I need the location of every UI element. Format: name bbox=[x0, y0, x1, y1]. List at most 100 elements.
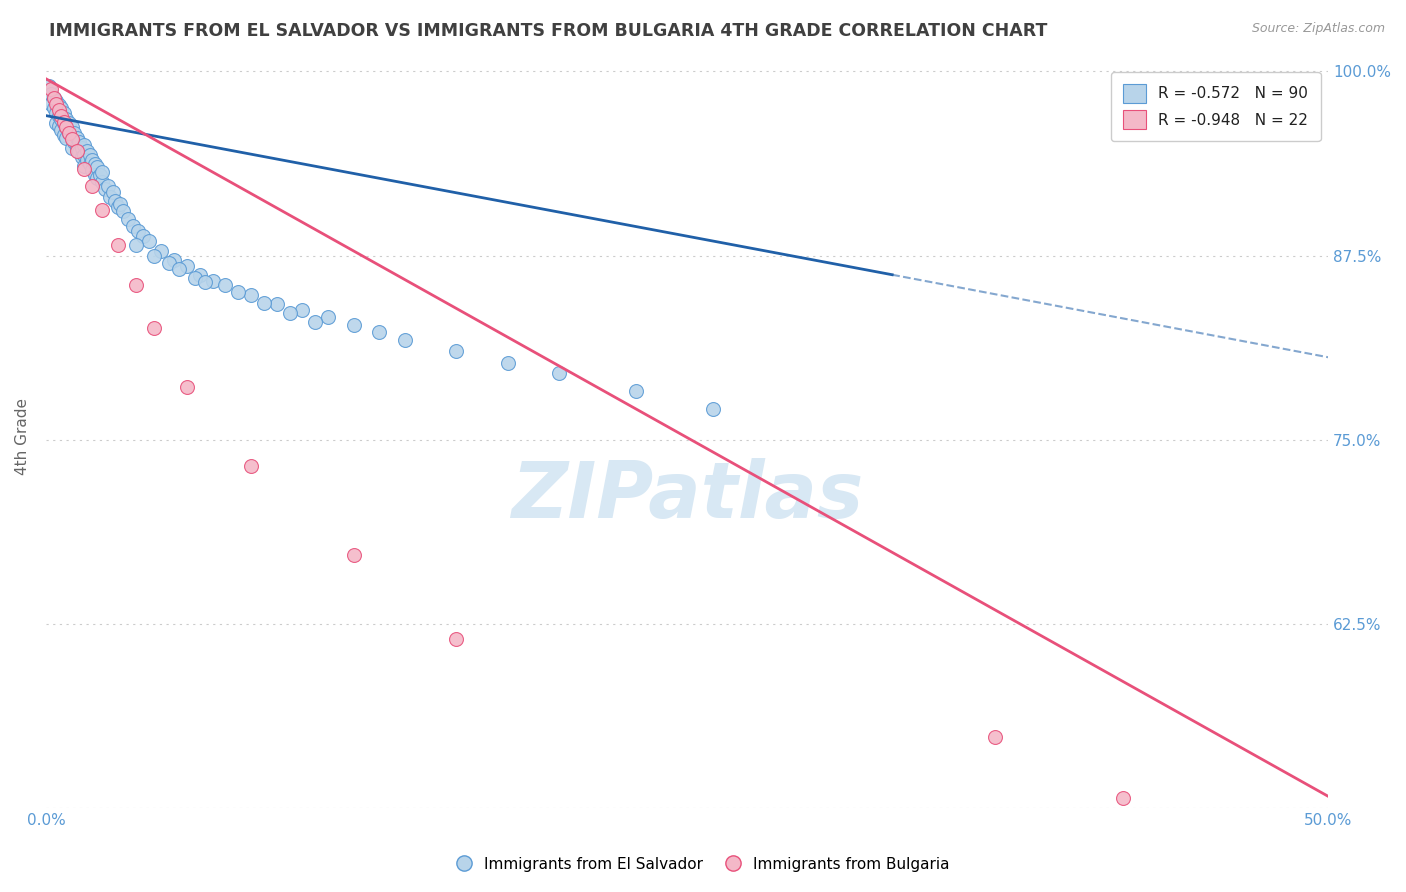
Legend: R = -0.572   N = 90, R = -0.948   N = 22: R = -0.572 N = 90, R = -0.948 N = 22 bbox=[1111, 71, 1320, 141]
Point bbox=[73, 138, 96, 153]
Point bbox=[547, 367, 569, 381]
Point bbox=[52, 116, 75, 130]
Point bbox=[66, 144, 89, 158]
Point bbox=[60, 120, 83, 135]
Point bbox=[253, 295, 276, 310]
Point bbox=[58, 126, 80, 140]
Point bbox=[66, 130, 89, 145]
Point bbox=[107, 238, 129, 252]
Point bbox=[125, 238, 148, 252]
Point bbox=[55, 130, 77, 145]
Point bbox=[117, 211, 139, 226]
Point bbox=[104, 194, 127, 208]
Point bbox=[48, 103, 70, 117]
Point bbox=[101, 186, 124, 200]
Point bbox=[55, 120, 77, 135]
Text: ZIPatlas: ZIPatlas bbox=[510, 458, 863, 533]
Point bbox=[291, 303, 314, 318]
Point bbox=[51, 112, 73, 126]
Point bbox=[169, 261, 191, 276]
Point bbox=[48, 109, 70, 123]
Point bbox=[39, 82, 62, 96]
Point bbox=[52, 105, 75, 120]
Point bbox=[201, 274, 224, 288]
Point bbox=[127, 223, 149, 237]
Point bbox=[91, 164, 114, 178]
Point bbox=[343, 318, 366, 332]
Point bbox=[111, 204, 134, 219]
Point bbox=[194, 275, 217, 289]
Point bbox=[98, 189, 121, 203]
Text: Source: ZipAtlas.com: Source: ZipAtlas.com bbox=[1251, 22, 1385, 36]
Point bbox=[86, 160, 108, 174]
Point bbox=[240, 288, 263, 302]
Point bbox=[132, 229, 155, 244]
Point bbox=[83, 157, 105, 171]
Point bbox=[73, 161, 96, 176]
Point bbox=[304, 315, 326, 329]
Point bbox=[278, 306, 301, 320]
Point bbox=[60, 141, 83, 155]
Point bbox=[82, 163, 104, 178]
Point bbox=[176, 259, 198, 273]
Point bbox=[55, 120, 77, 135]
Point bbox=[343, 548, 366, 562]
Point bbox=[39, 87, 62, 101]
Point bbox=[52, 114, 75, 128]
Point bbox=[70, 141, 93, 155]
Point bbox=[624, 384, 647, 398]
Point bbox=[42, 91, 65, 105]
Point bbox=[142, 320, 165, 334]
Point bbox=[58, 126, 80, 140]
Point bbox=[316, 310, 339, 325]
Point bbox=[82, 153, 104, 167]
Point bbox=[60, 130, 83, 145]
Point bbox=[91, 175, 114, 189]
Point bbox=[226, 285, 249, 300]
Point bbox=[45, 105, 67, 120]
Point bbox=[42, 101, 65, 115]
Point bbox=[51, 101, 73, 115]
Point bbox=[240, 459, 263, 474]
Point bbox=[496, 356, 519, 370]
Point bbox=[266, 297, 288, 311]
Point bbox=[984, 731, 1007, 745]
Point bbox=[55, 112, 77, 126]
Point bbox=[110, 197, 132, 211]
Point bbox=[52, 128, 75, 142]
Point bbox=[176, 380, 198, 394]
Point bbox=[702, 401, 724, 416]
Point bbox=[70, 150, 93, 164]
Point bbox=[183, 270, 205, 285]
Point bbox=[45, 116, 67, 130]
Point bbox=[76, 153, 98, 167]
Point bbox=[1112, 790, 1135, 805]
Point bbox=[51, 123, 73, 137]
Point bbox=[94, 182, 117, 196]
Point bbox=[188, 268, 211, 282]
Point bbox=[63, 126, 86, 140]
Point bbox=[142, 249, 165, 263]
Point bbox=[48, 98, 70, 112]
Y-axis label: 4th Grade: 4th Grade bbox=[15, 398, 30, 475]
Point bbox=[89, 168, 111, 182]
Point bbox=[138, 234, 160, 248]
Point bbox=[446, 632, 468, 646]
Point bbox=[394, 333, 416, 347]
Point bbox=[79, 148, 101, 162]
Point bbox=[107, 200, 129, 214]
Legend: Immigrants from El Salvador, Immigrants from Bulgaria: Immigrants from El Salvador, Immigrants … bbox=[449, 849, 957, 880]
Point bbox=[86, 170, 108, 185]
Point bbox=[73, 148, 96, 162]
Point bbox=[38, 79, 60, 94]
Point bbox=[446, 344, 468, 359]
Point bbox=[163, 252, 186, 267]
Point bbox=[96, 179, 118, 194]
Point bbox=[79, 157, 101, 171]
Point bbox=[67, 135, 90, 149]
Point bbox=[63, 135, 86, 149]
Point bbox=[76, 144, 98, 158]
Point bbox=[39, 96, 62, 111]
Point bbox=[45, 96, 67, 111]
Point bbox=[82, 179, 104, 194]
